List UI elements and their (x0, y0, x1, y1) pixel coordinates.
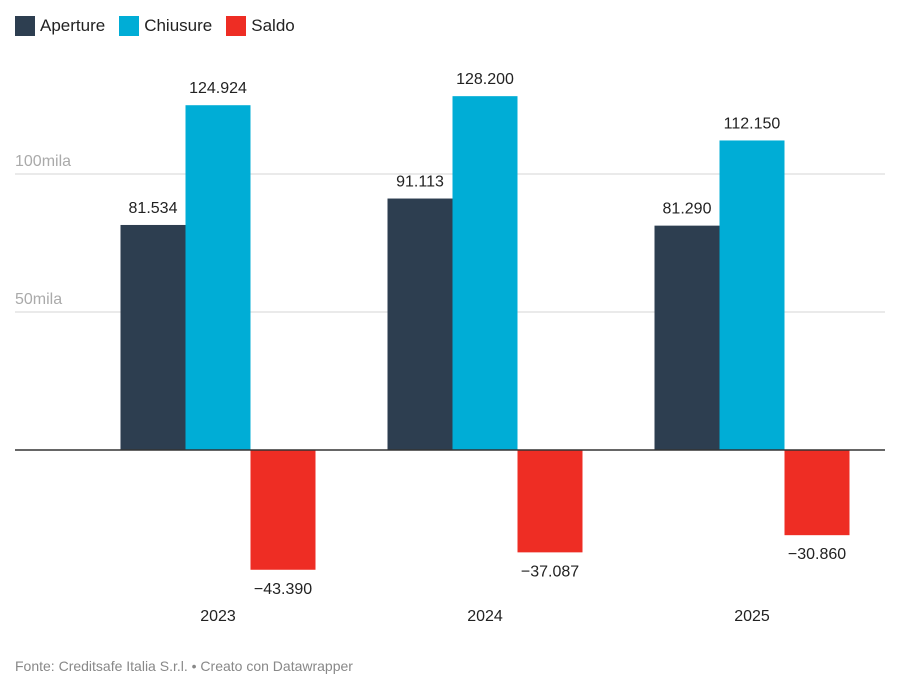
data-label: −37.087 (521, 563, 579, 580)
x-tick-label: 2025 (734, 608, 770, 625)
legend-item-aperture: Aperture (15, 16, 105, 36)
bar-aperture-2025 (654, 225, 720, 450)
legend-swatch (15, 16, 35, 36)
data-label: −43.390 (254, 581, 312, 598)
data-label: −30.860 (788, 546, 846, 563)
data-label: 128.200 (456, 71, 514, 88)
data-label: 112.150 (724, 115, 781, 132)
bar-aperture-2023 (120, 224, 186, 450)
y-tick-label: 100mila (15, 153, 71, 170)
bar-chiusure-2023 (185, 105, 251, 450)
data-label: 81.290 (663, 201, 712, 218)
legend-item-saldo: Saldo (226, 16, 295, 36)
legend-label: Aperture (40, 16, 106, 35)
legend: Aperture Chiusure Saldo (15, 16, 295, 36)
bar-chiusure-2024 (452, 96, 518, 450)
x-tick-label: 2024 (467, 608, 503, 625)
data-label: 91.113 (396, 174, 444, 191)
y-tick-label: 50mila (15, 291, 62, 308)
bar-saldo-2023 (250, 450, 316, 570)
bar-saldo-2025 (784, 450, 850, 536)
source-footer: Fonte: Creditsafe Italia S.r.l. • Creato… (15, 658, 353, 674)
bar-aperture-2024 (387, 198, 453, 450)
legend-swatch (119, 16, 140, 36)
data-label: 124.924 (189, 80, 247, 97)
legend-label: Saldo (251, 16, 295, 35)
legend-item-chiusure: Chiusure (119, 16, 212, 36)
legend-label: Chiusure (144, 16, 213, 35)
legend-swatch (226, 16, 247, 36)
x-tick-label: 2023 (200, 608, 236, 625)
data-label: 81.534 (129, 200, 178, 217)
bar-chiusure-2025 (719, 140, 785, 450)
bar-saldo-2024 (517, 450, 583, 553)
